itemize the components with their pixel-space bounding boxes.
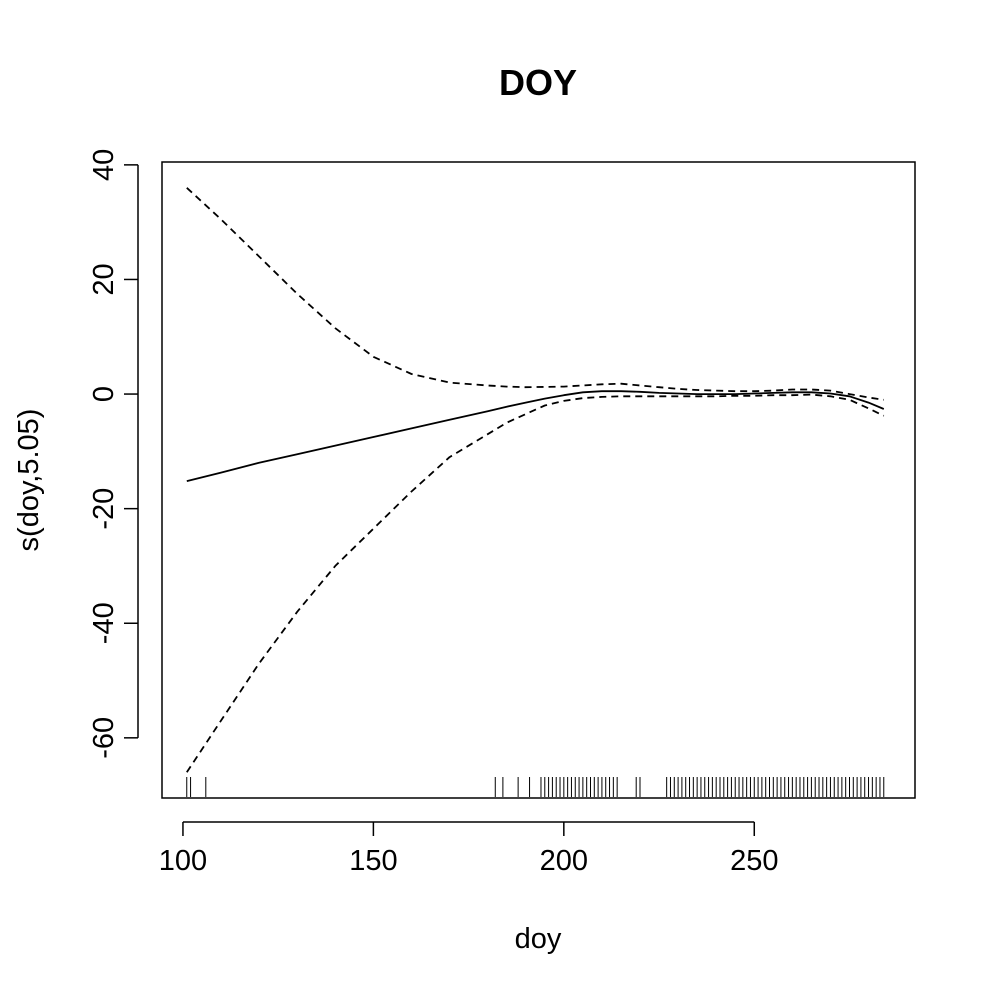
series-layer <box>186 187 885 773</box>
chart-title: DOY <box>499 62 577 103</box>
x-axis-title: doy <box>515 923 562 955</box>
y-tick-label: 0 <box>88 386 120 402</box>
y-axis: -60 -40 -20 0 20 40 <box>88 149 139 759</box>
y-axis-title: s(doy,5.05) <box>13 409 45 552</box>
x-tick-label: 150 <box>349 845 397 877</box>
y-tick-label: 40 <box>88 149 120 181</box>
x-tick-label: 100 <box>159 845 207 877</box>
fit-line <box>186 390 885 482</box>
y-tick-label: -40 <box>88 602 120 644</box>
lower-band-line <box>186 393 885 773</box>
rug-layer <box>186 777 885 797</box>
y-tick-label: -20 <box>88 488 120 530</box>
upper-band-line <box>186 187 884 401</box>
plot-frame <box>161 161 916 799</box>
x-tick-label: 200 <box>540 845 588 877</box>
y-tick-label: -60 <box>88 717 120 759</box>
x-axis: 100 150 200 250 <box>159 821 778 877</box>
x-tick-label: 250 <box>730 845 778 877</box>
y-tick-label: 20 <box>88 263 120 295</box>
